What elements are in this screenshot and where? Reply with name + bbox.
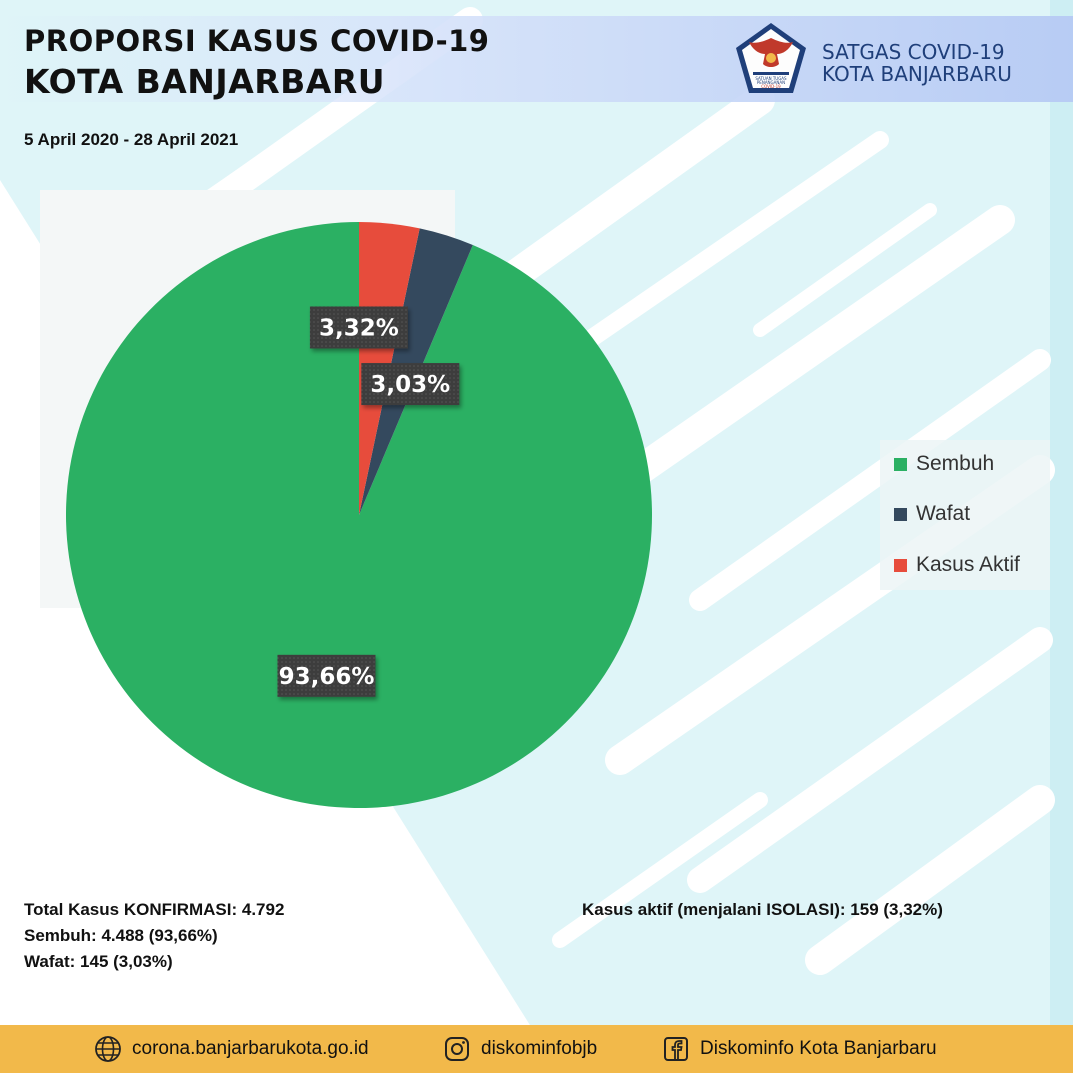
org-name-line2: KOTA BANJARBARU	[822, 62, 1012, 86]
facebook-icon	[664, 1037, 688, 1061]
page-title: PROPORSI KASUS COVID-19	[24, 24, 490, 58]
header-band	[0, 16, 1073, 102]
stat-wafat: Wafat: 145 (3,03%)	[24, 952, 173, 971]
legend-swatch-wafat	[894, 507, 907, 521]
footer-website-text: corona.banjarbarukota.go.id	[132, 1038, 369, 1059]
globe-icon	[95, 1036, 121, 1062]
pie-label-wafat: 3,03%	[361, 363, 460, 406]
logo-text-3: COVID-19	[761, 84, 781, 89]
legend-item-wafat: Wafat	[894, 502, 970, 526]
pie-label-kasus-aktif: 3,32%	[309, 306, 408, 349]
pie-label-box-sembuh	[277, 654, 376, 697]
pie-slice-sembuh	[66, 222, 653, 808]
stats-right: Kasus aktif (menjalani ISOLASI): 159 (3,…	[582, 897, 943, 923]
footer: corona.banjarbarukota.go.id diskominfobj…	[0, 1025, 1073, 1073]
logo-text-2: PENANGANAN	[757, 80, 785, 85]
footer-facebook-link[interactable]: Diskominfo Kota Banjarbaru	[662, 1025, 937, 1073]
stat-aktif: Kasus aktif (menjalani ISOLASI): 159 (3,…	[582, 900, 943, 919]
pie-label-text-kasus-aktif: 3,32%	[319, 315, 399, 341]
legend-label-kasus-aktif: Kasus Aktif	[916, 553, 1020, 576]
pie-label-text-sembuh: 93,66%	[279, 664, 375, 690]
stat-sembuh: Sembuh: 4.488 (93,66%)	[24, 926, 218, 945]
legend-item-kasus-aktif: Kasus Aktif	[894, 553, 1020, 577]
legend-swatch-sembuh	[894, 457, 907, 471]
footer-facebook-text: Diskominfo Kota Banjarbaru	[700, 1038, 937, 1059]
page-subtitle: KOTA BANJARBARU	[24, 62, 386, 101]
pie-label-sembuh: 93,66%	[277, 654, 376, 697]
stat-total: Total Kasus KONFIRMASI: 4.792	[24, 900, 285, 919]
garuda-emblem-icon: SATUAN TUGAS PENANGANAN COVID-19	[736, 23, 806, 93]
legend-item-sembuh: Sembuh	[894, 452, 994, 476]
legend-swatch-kasus-aktif	[894, 558, 907, 572]
logo-text-1: SATUAN TUGAS	[755, 76, 787, 81]
footer-website-link[interactable]: corona.banjarbarukota.go.id	[94, 1025, 369, 1073]
footer-instagram-text: diskominfobjb	[481, 1038, 598, 1059]
legend-label-wafat: Wafat	[916, 502, 971, 525]
chart-legend: Sembuh Wafat Kasus Aktif	[880, 440, 1050, 590]
stats-left: Total Kasus KONFIRMASI: 4.792 Sembuh: 4.…	[24, 897, 284, 975]
org-name-line1: SATGAS COVID-19	[822, 40, 1005, 64]
instagram-icon	[445, 1037, 469, 1061]
pie-label-box-wafat	[361, 363, 460, 406]
date-range: 5 April 2020 - 28 April 2021	[24, 130, 239, 149]
footer-instagram-link[interactable]: diskominfobjb	[443, 1025, 597, 1073]
legend-label-sembuh: Sembuh	[916, 452, 995, 475]
pie-label-text-wafat: 3,03%	[370, 372, 450, 398]
pie-label-box-kasus-aktif	[309, 306, 408, 349]
